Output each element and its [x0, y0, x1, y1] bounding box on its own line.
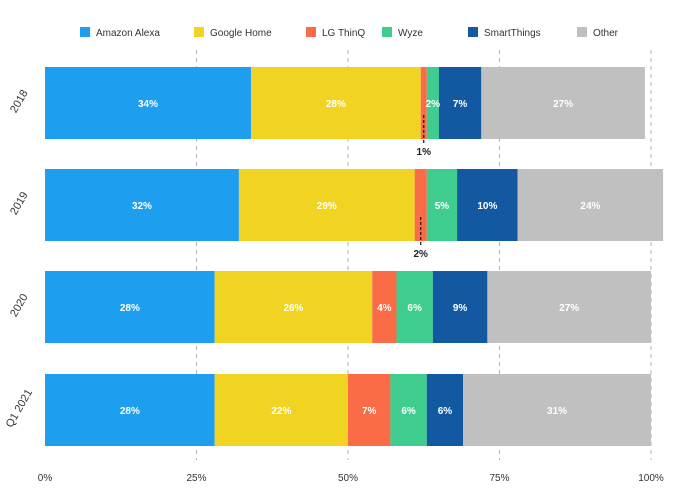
bar-2020-google-home — [214, 271, 373, 343]
bar-2018-other — [481, 67, 645, 139]
bar-value-label: 28% — [120, 303, 140, 314]
bar-value-label: 4% — [377, 303, 392, 314]
legend-label: Amazon Alexa — [96, 28, 160, 39]
legend-item-smartthings: SmartThings — [468, 27, 541, 39]
bar-2019-google-home — [238, 169, 415, 241]
x-tick-label: 25% — [186, 473, 206, 484]
x-tick-label: 75% — [489, 473, 509, 484]
bar-q1-2021-smartthings — [426, 374, 464, 446]
legend-swatch — [382, 27, 392, 37]
bar-2018-lg-thinq — [420, 67, 427, 139]
legend-swatch — [80, 27, 90, 37]
bar-value-label: 34% — [138, 99, 158, 110]
bar-q1-2021-wyze — [390, 374, 427, 446]
bar-q1-2021-other — [463, 374, 651, 446]
legend-item-google-home: Google Home — [194, 27, 272, 39]
bar-value-label: 10% — [477, 201, 497, 212]
bar-value-label: 9% — [453, 303, 468, 314]
bar-2020-other — [487, 271, 651, 343]
bar-2020-wyze — [396, 271, 433, 343]
legend-item-amazon-alexa: Amazon Alexa — [80, 27, 160, 39]
bars — [45, 67, 664, 446]
bar-2020-smartthings — [432, 271, 488, 343]
y-category-label: 2019 — [8, 190, 31, 217]
bar-value-label: 27% — [553, 99, 573, 110]
bar-value-label: 7% — [453, 99, 468, 110]
bar-2019-amazon-alexa — [45, 169, 239, 241]
legend: Amazon Alexa Google Home LG ThinQ Wyze Smart… — [80, 27, 619, 39]
legend-swatch — [306, 27, 316, 37]
y-category-label: 2018 — [8, 88, 31, 115]
bar-q1-2021-lg-thinq — [348, 374, 391, 446]
bar-value-label: 2% — [426, 99, 441, 110]
legend-item-other: Other — [577, 27, 619, 39]
bar-2019-lg-thinq — [414, 169, 427, 241]
legend-swatch — [194, 27, 204, 37]
bar-value-label: 6% — [401, 406, 416, 417]
legend-item-lg-thinq: LG ThinQ — [306, 27, 365, 39]
bar-value-label: 6% — [407, 303, 422, 314]
bar-value-label: 28% — [326, 99, 346, 110]
bar-2018-google-home — [251, 67, 421, 139]
bar-value-label: 28% — [120, 406, 140, 417]
bar-2018-smartthings — [438, 67, 482, 139]
bar-2018-amazon-alexa — [45, 67, 252, 139]
bar-value-label: 5% — [435, 201, 450, 212]
bar-2019-other — [517, 169, 664, 241]
legend-label: Wyze — [398, 28, 423, 39]
bar-2020-amazon-alexa — [45, 271, 215, 343]
bar-value-label: 24% — [580, 201, 600, 212]
bar-value-label: 7% — [362, 406, 377, 417]
x-tick-label: 100% — [638, 473, 664, 484]
x-axis: 0% 25% 50% 75% 100% — [38, 473, 664, 484]
bar-value-label: 29% — [317, 201, 337, 212]
bar-2018-wyze — [426, 67, 439, 139]
bar-value-label: 31% — [547, 406, 567, 417]
bar-value-label: 32% — [132, 201, 152, 212]
legend-label: LG ThinQ — [322, 28, 365, 39]
bar-value-label: 27% — [559, 303, 579, 314]
y-category-label: 2020 — [8, 292, 31, 319]
bar-value-label: 26% — [283, 303, 303, 314]
legend-item-wyze: Wyze — [382, 27, 423, 39]
bar-2019-smartthings — [457, 169, 518, 241]
legend-label: Other — [593, 28, 619, 39]
legend-swatch — [577, 27, 587, 37]
bar-value-label: 6% — [438, 406, 453, 417]
bar-2019-wyze — [426, 169, 458, 241]
x-tick-label: 50% — [338, 473, 358, 484]
legend-label: SmartThings — [484, 28, 541, 39]
bar-q1-2021-google-home — [214, 374, 348, 446]
legend-swatch — [468, 27, 478, 37]
bar-value-label-external: 2% — [413, 249, 428, 260]
bar-2020-lg-thinq — [372, 271, 397, 343]
data-labels: 34% 28% 2% 7% 27% 32% 29% 5% 10% 24% 28% 26% 4% 6% 9% 2… — [120, 99, 601, 417]
bar-value-label: 22% — [271, 406, 291, 417]
y-category-label: Q1 2021 — [4, 387, 35, 430]
bar-value-label-external: 1% — [417, 147, 432, 158]
y-axis: 2018 2019 2020 Q1 2021 — [4, 88, 35, 430]
legend-label: Google Home — [210, 28, 272, 39]
bar-q1-2021-amazon-alexa — [45, 374, 215, 446]
x-tick-label: 0% — [38, 473, 53, 484]
